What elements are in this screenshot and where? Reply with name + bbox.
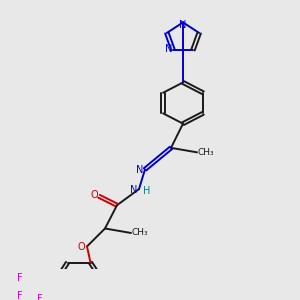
Text: N: N bbox=[130, 185, 138, 195]
Text: N: N bbox=[165, 44, 173, 54]
Text: CH₃: CH₃ bbox=[198, 148, 214, 157]
Text: CH₃: CH₃ bbox=[132, 229, 148, 238]
Text: N: N bbox=[136, 165, 144, 175]
Text: F: F bbox=[17, 273, 23, 283]
Text: O: O bbox=[77, 242, 85, 252]
Text: O: O bbox=[90, 190, 98, 200]
Text: F: F bbox=[17, 291, 23, 300]
Text: F: F bbox=[37, 294, 43, 300]
Text: N: N bbox=[179, 20, 187, 30]
Text: H: H bbox=[143, 186, 151, 196]
